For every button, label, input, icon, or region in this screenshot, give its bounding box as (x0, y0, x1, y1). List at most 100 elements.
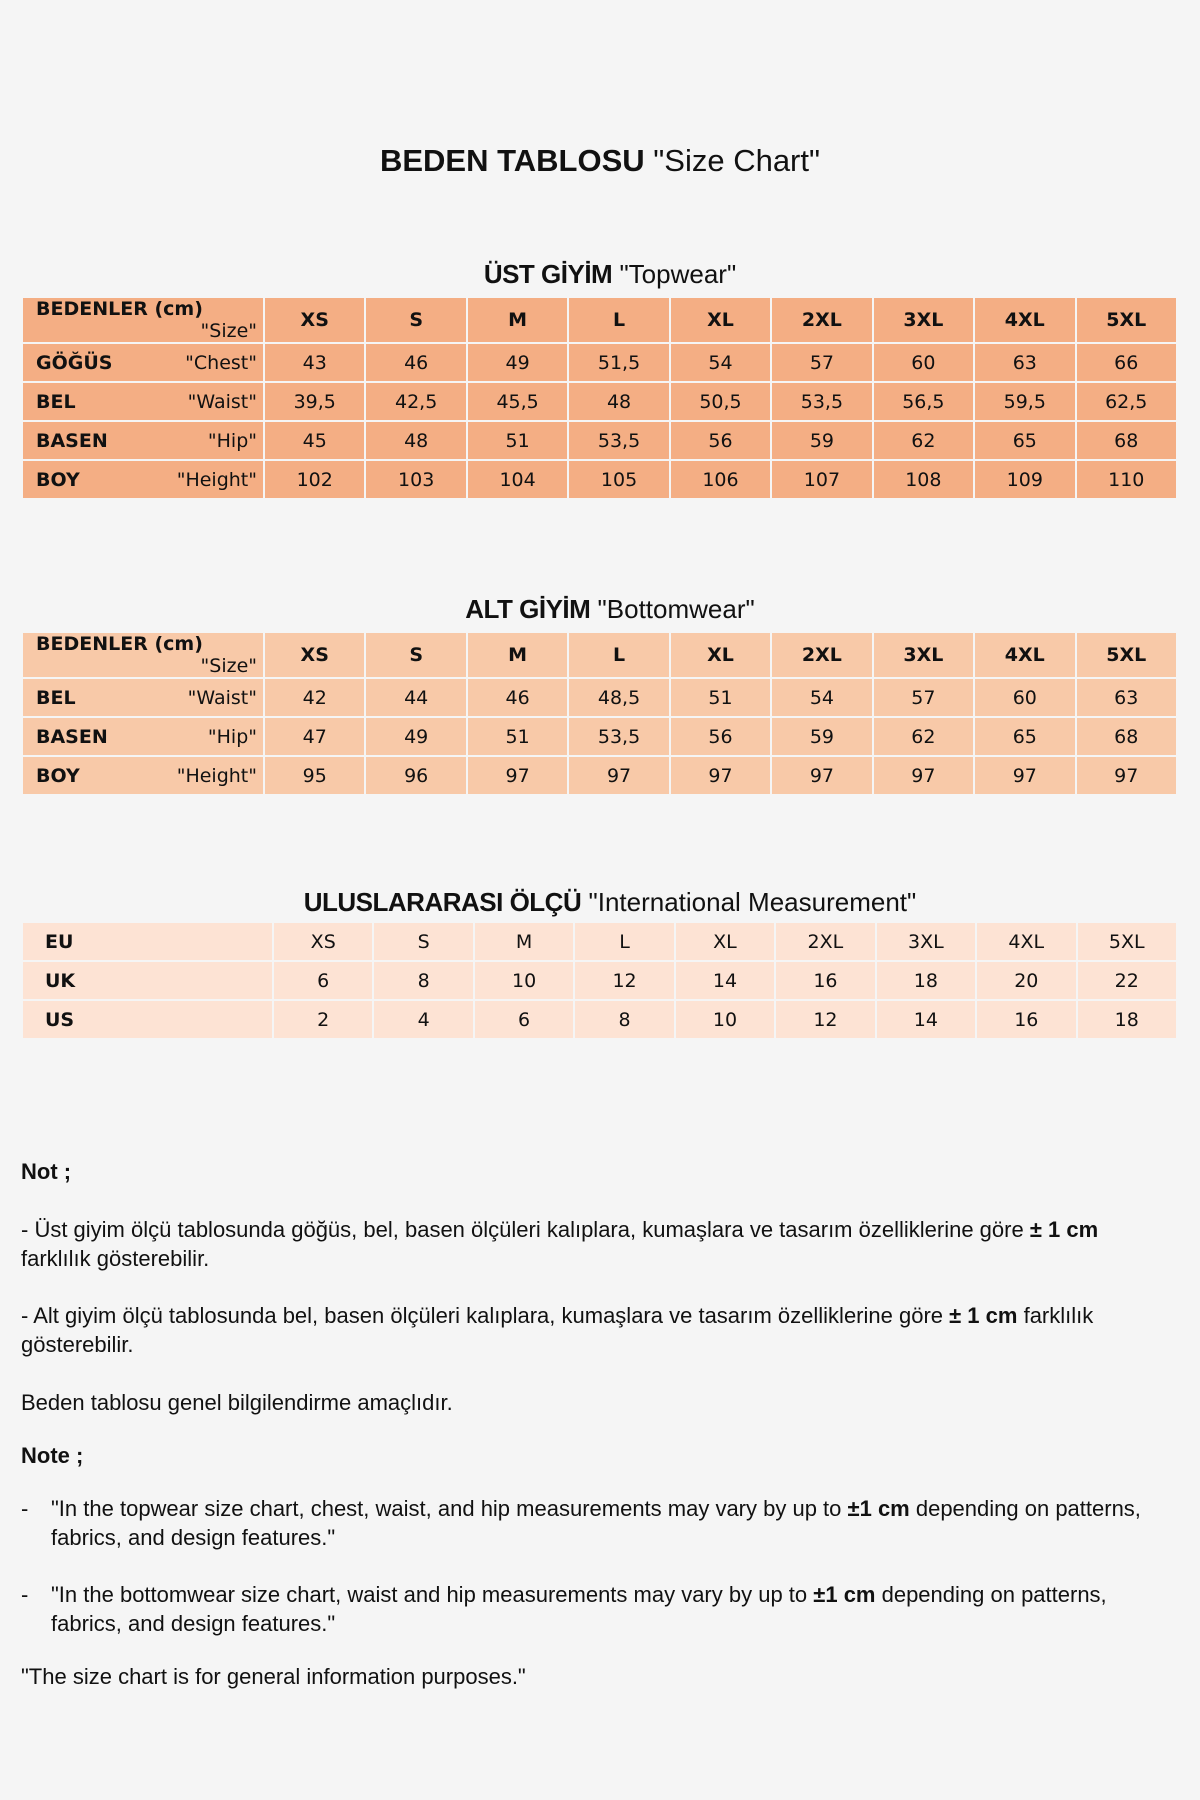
size-header: XS (262, 631, 367, 679)
table-cell: 63 (1074, 677, 1178, 718)
table-cell: 49 (465, 342, 570, 383)
table-cell: 107 (770, 459, 874, 500)
row-label: BEL "Waist" (21, 381, 265, 422)
row-label: BEL "Waist" (21, 677, 265, 718)
size-header: M (465, 296, 570, 344)
table-cell: 60 (973, 677, 1077, 718)
note-en-1: - "In the topwear size chart, chest, wais… (21, 1496, 1141, 1550)
table-cell: 54 (668, 342, 773, 383)
international-table: EU XS S M L XL 2XL 3XL 4XL 5XL UK 6 8 10 12 14 16 18 20 22 U… (21, 921, 1178, 1040)
table-cell: 108 (871, 459, 976, 500)
table-cell: 60 (871, 342, 976, 383)
table-cell: 16 (774, 960, 877, 1001)
table-cell: 96 (364, 755, 468, 796)
topwear-table: BEDENLER (cm) "Size" XS S M L XL 2XL 3XL 4XL 5XL GÖ… (21, 296, 1178, 500)
table-cell: 14 (673, 960, 777, 1001)
table-cell: 10 (673, 999, 777, 1040)
size-header: M (465, 631, 570, 679)
table-cell: 56 (668, 420, 773, 461)
table-cell: 45 (262, 420, 367, 461)
table-cell: 53,5 (770, 381, 874, 422)
size-header: 2XL (770, 631, 874, 679)
table-cell: 106 (668, 459, 773, 500)
table-cell: 10 (472, 960, 576, 1001)
table-cell: 44 (364, 677, 468, 718)
table-cell: 102 (262, 459, 367, 500)
size-header: XL (668, 296, 773, 344)
row-label: BASEN "Hip" (21, 420, 265, 461)
table-cell: 53,5 (567, 420, 671, 461)
table-cell: 4 (372, 999, 475, 1040)
table-cell: 54 (770, 677, 874, 718)
bottomwear-table: BEDENLER (cm) "Size" XS S M L XL 2XL 3XL 4XL 5XL BE… (21, 631, 1178, 796)
table-cell: 104 (465, 459, 570, 500)
row-label: BEDENLER (cm) "Size" (21, 631, 265, 679)
table-cell: 59 (770, 420, 874, 461)
table-cell: 14 (874, 999, 978, 1040)
table-cell: 65 (973, 420, 1077, 461)
table-cell: 46 (465, 677, 570, 718)
page-title: BEDEN TABLOSU "Size Chart" (379, 143, 820, 178)
note-tr-2: - Alt giyim ölçü tablosunda bel, basen ö… (21, 1303, 1094, 1357)
size-header: 3XL (871, 631, 976, 679)
table-cell: 62 (871, 420, 976, 461)
size-header: 4XL (973, 296, 1077, 344)
table-cell: 51 (465, 716, 570, 757)
table-cell: L (573, 921, 676, 962)
table-cell: 49 (364, 716, 468, 757)
table-cell: 51 (668, 677, 773, 718)
table-cell: 5XL (1075, 921, 1178, 962)
table-cell: 50,5 (668, 381, 773, 422)
row-label: US (21, 999, 274, 1040)
table-cell: 97 (871, 755, 976, 796)
table-cell: XL (673, 921, 777, 962)
table-row: BEL "Waist" 42 44 46 48,5 51 54 57 60 63 (21, 677, 1178, 718)
table-row: UK 6 8 10 12 14 16 18 20 22 (21, 960, 1178, 1001)
table-cell: 62 (871, 716, 976, 757)
table-row: EU XS S M L XL 2XL 3XL 4XL 5XL (21, 921, 1178, 962)
row-label: EU (21, 921, 274, 962)
table-row: BASEN "Hip" 45 48 51 53,5 56 59 62 65 68 (21, 420, 1178, 461)
size-header: L (567, 631, 671, 679)
table-row: BASEN "Hip" 47 49 51 53,5 56 59 62 65 68 (21, 716, 1178, 757)
table-cell: 6 (472, 999, 576, 1040)
note-en-2: - "In the bottomwear size chart, waist an… (21, 1582, 1107, 1636)
table-row: GÖĞÜS "Chest" 43 46 49 51,5 54 57 60 63 66 (21, 342, 1178, 383)
table-cell: 110 (1074, 459, 1178, 500)
table-cell: 20 (975, 960, 1078, 1001)
table-cell: 56,5 (871, 381, 976, 422)
row-label: BASEN "Hip" (21, 716, 265, 757)
row-label: BOY "Height" (21, 459, 265, 500)
table-cell: 59 (770, 716, 874, 757)
table-cell: 3XL (874, 921, 978, 962)
table-cell: 97 (465, 755, 570, 796)
table-cell: 48 (364, 420, 468, 461)
notes-heading-en: Note ; (21, 1443, 84, 1468)
table-cell: S (372, 921, 475, 962)
table-cell: 42 (262, 677, 367, 718)
table-cell: 12 (774, 999, 877, 1040)
size-header: S (364, 296, 468, 344)
table-cell: 59,5 (973, 381, 1077, 422)
table-cell: XS (271, 921, 375, 962)
size-header: XL (668, 631, 773, 679)
table-cell: 68 (1074, 716, 1178, 757)
table-cell: 8 (573, 999, 676, 1040)
table-cell: 43 (262, 342, 367, 383)
table-cell: 4XL (975, 921, 1078, 962)
table-cell: 57 (770, 342, 874, 383)
table-cell: 103 (364, 459, 468, 500)
table-cell: 105 (567, 459, 671, 500)
table-cell: 63 (973, 342, 1077, 383)
table-cell: 6 (271, 960, 375, 1001)
table-cell: 8 (372, 960, 475, 1001)
table-row: BOY "Height" 95 96 97 97 97 97 97 97 97 (21, 755, 1178, 796)
header-row: BEDENLER (cm) "Size" XS S M L XL 2XL 3XL 4XL 5XL (21, 631, 1178, 679)
topwear-title: ÜST GİYİM "Topwear" (483, 259, 737, 289)
size-header: S (364, 631, 468, 679)
size-header: 5XL (1074, 296, 1178, 344)
table-row: BOY "Height" 102 103 104 105 106 107 108 109 110 (21, 459, 1178, 500)
table-row: BEL "Waist" 39,5 42,5 45,5 48 50,5 53,5 56,5 59,5… (21, 381, 1178, 422)
size-header: 4XL (973, 631, 1077, 679)
table-cell: 12 (573, 960, 676, 1001)
